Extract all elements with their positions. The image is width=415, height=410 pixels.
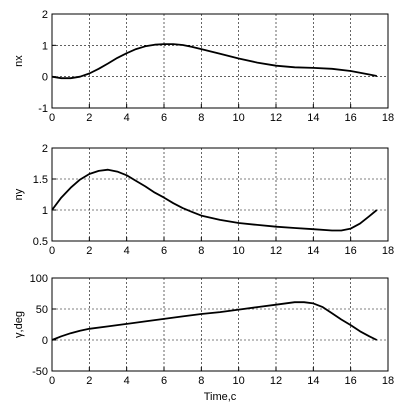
x-tick-label: 12 (270, 245, 282, 257)
y-tick-label: 50 (36, 304, 48, 316)
x-tick-label: 6 (161, 112, 167, 124)
series-line-ny (51, 168, 378, 232)
x-tick-label: 0 (49, 112, 55, 124)
y-tick-label: -1 (38, 103, 48, 115)
x-tick-label: 6 (161, 245, 167, 257)
x-tick-label: 14 (307, 245, 319, 257)
axes-frame-gamma (51, 277, 389, 372)
x-tick-label: 2 (86, 245, 92, 257)
subplot-ny: 0 2 4 6 8 10 12 14 16 18 0.5 1 1.5 2 ny (13, 143, 394, 257)
x-tick-label: 16 (345, 375, 357, 387)
y-tick-label: 1 (42, 205, 48, 217)
axes-frame-ny (51, 147, 389, 242)
y-tick-label: 0 (42, 335, 48, 347)
y-axis-label-gamma: γ,deg (13, 311, 25, 338)
grid-gamma (52, 278, 388, 371)
x-axis-label-gamma: Time,c (204, 391, 237, 403)
x-tick-label: 16 (345, 245, 357, 257)
x-tick-label: 18 (382, 375, 394, 387)
x-tick-label: 14 (307, 112, 319, 124)
x-tick-label: 10 (233, 245, 245, 257)
x-tick-label: 4 (124, 245, 130, 257)
grid-ny (52, 148, 388, 241)
x-tick-label: 6 (161, 375, 167, 387)
x-tick-label: 0 (49, 245, 55, 257)
y-tick-label: 0.5 (33, 236, 48, 248)
series-ny (51, 168, 378, 232)
x-tick-label: 8 (198, 112, 204, 124)
x-tick-label: 16 (345, 112, 357, 124)
x-tick-label: 8 (198, 245, 204, 257)
x-tick-label: 2 (86, 375, 92, 387)
x-tick-label: 18 (382, 112, 394, 124)
series-line-gamma (51, 301, 378, 341)
axes-frame-nx (51, 13, 389, 109)
x-tick-label: 10 (233, 375, 245, 387)
y-tick-label: 100 (30, 273, 48, 285)
y-tick-label: 1 (42, 40, 48, 52)
x-tick-label: 4 (124, 375, 130, 387)
x-tick-label: 12 (270, 375, 282, 387)
y-tick-label: 1.5 (33, 174, 48, 186)
y-axis-label-ny: ny (13, 188, 25, 200)
x-tick-label: 4 (124, 112, 130, 124)
ticks-ny: 0 2 4 6 8 10 12 14 16 18 0.5 1 1.5 2 (33, 143, 394, 257)
series-gamma (51, 301, 378, 341)
x-tick-label: 18 (382, 245, 394, 257)
y-axis-label-nx: nx (13, 55, 25, 67)
x-tick-label: 12 (270, 112, 282, 124)
y-tick-label: 2 (42, 9, 48, 21)
series-line-nx (51, 43, 377, 80)
x-tick-label: 14 (307, 375, 319, 387)
x-tick-label: 8 (198, 375, 204, 387)
x-tick-label: 10 (233, 112, 245, 124)
y-tick-label: 2 (42, 143, 48, 155)
grid-nx (52, 14, 388, 108)
x-tick-label: 0 (49, 375, 55, 387)
y-tick-label: -50 (32, 366, 48, 378)
series-nx (51, 43, 377, 80)
x-tick-label: 2 (86, 112, 92, 124)
y-tick-label: 0 (42, 72, 48, 84)
